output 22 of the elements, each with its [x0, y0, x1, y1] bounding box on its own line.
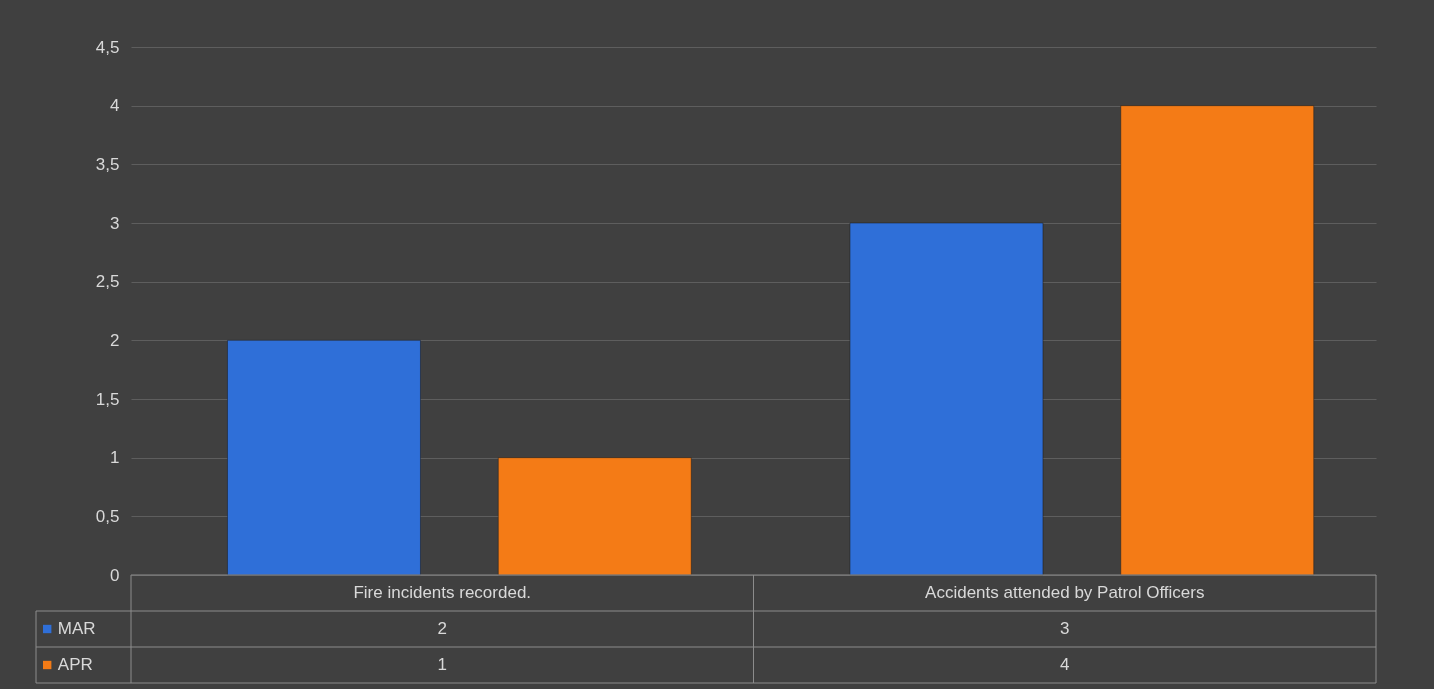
y-tick-label: 3	[110, 213, 120, 233]
y-tick-label: 2	[110, 330, 120, 350]
y-tick-label: 3,5	[95, 154, 120, 174]
y-tick-label: 4,5	[95, 37, 120, 57]
y-tick-label: 2,5	[95, 272, 120, 292]
y-tick-label: 0,5	[95, 506, 120, 526]
bar	[849, 222, 1044, 576]
legend-label: APR	[57, 655, 93, 674]
data-label: 3	[1060, 619, 1070, 638]
bar	[498, 457, 692, 576]
x-tick-label: Accidents attended by Patrol Officers	[925, 583, 1205, 602]
data-label: 2	[437, 619, 447, 638]
data-label: 1	[437, 655, 447, 674]
x-tick-label: Fire incidents recorded.	[353, 583, 532, 602]
bar	[227, 340, 421, 576]
y-tick-label: 1,5	[95, 389, 120, 409]
y-tick-label: 0	[110, 565, 120, 585]
y-tick-label: 1	[110, 448, 120, 468]
data-label: 4	[1060, 655, 1070, 674]
legend-label: MAR	[57, 619, 96, 638]
bar	[1120, 105, 1314, 576]
y-tick-label: 4	[110, 96, 120, 116]
